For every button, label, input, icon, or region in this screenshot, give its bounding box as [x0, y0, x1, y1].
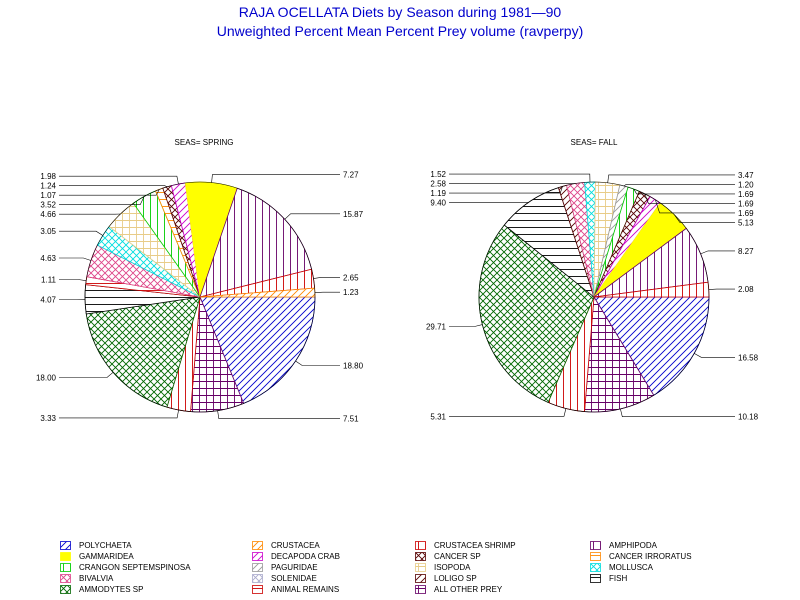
legend-swatch	[415, 574, 426, 583]
slice-value-label: 1.52	[430, 170, 446, 179]
slice-value-label: 2.08	[738, 285, 754, 294]
legend-label: ISOPODA	[434, 563, 471, 572]
legend-item-loligo-sp: LOLIGO SP	[415, 573, 477, 584]
slice-value-label: 7.51	[343, 415, 359, 424]
legend-label: GAMMARIDEA	[79, 552, 134, 561]
slice-value-label: 5.31	[430, 412, 446, 421]
legend-label: CRUSTACEA	[271, 541, 320, 550]
legend-label: PAGURIDAE	[271, 563, 318, 572]
legend-item-crustacea-shrimp: CRUSTACEA SHRIMP	[415, 540, 516, 551]
legend-swatch	[415, 585, 426, 594]
legend-swatch	[590, 574, 601, 583]
slice-value-label: 1.07	[40, 191, 56, 200]
slice-value-label: 1.11	[41, 276, 57, 285]
legend-item-ammodytes-sp: AMMODYTES SP	[60, 584, 143, 595]
slice-value-label: 8.27	[738, 247, 754, 256]
legend-item-gammaridea: GAMMARIDEA	[60, 551, 134, 562]
legend-label: DECAPODA CRAB	[271, 552, 340, 561]
slice-value-label: 18.00	[36, 374, 57, 383]
slice-value-label: 9.40	[430, 199, 446, 208]
slice-value-label: 3.52	[40, 201, 56, 210]
legend-swatch	[60, 541, 71, 550]
legend-label: AMMODYTES SP	[79, 585, 144, 594]
pie-title-spring: SEAS= SPRING	[174, 138, 234, 147]
slice-value-label: 18.80	[343, 362, 364, 371]
pie-seas-spring: 1.981.241.073.524.66 3.05 4.63 1.11 4.07 18.0…	[36, 171, 364, 424]
legend-swatch	[252, 585, 263, 594]
legend-swatch	[590, 552, 601, 561]
legend-item-crustacea: CRUSTACEA	[252, 540, 320, 551]
slice-value-label: 1.24	[40, 182, 56, 191]
legend-item-polychaeta: POLYCHAETA	[60, 540, 132, 551]
legend-swatch	[252, 541, 263, 550]
slice-value-label: 1.69	[738, 209, 754, 218]
slice-value-label: 2.58	[430, 180, 446, 189]
legend-label: BIVALVIA	[79, 574, 114, 583]
slice-value-label: 1.69	[738, 190, 754, 199]
legend-item-cancer-irroratus: CANCER IRRORATUS	[590, 551, 692, 562]
legend-item-all-other-prey: ALL OTHER PREY	[415, 584, 502, 595]
slice-value-label: 16.58	[738, 353, 759, 362]
slice-value-label: 1.20	[738, 180, 754, 189]
legend-swatch	[60, 552, 71, 561]
slice-value-label: 4.07	[40, 296, 56, 305]
legend-swatch	[60, 563, 71, 572]
slice-value-label: 5.13	[738, 218, 754, 227]
slice-value-label: 1.69	[738, 199, 754, 208]
slice-value-label: 3.33	[40, 414, 56, 423]
legend-label: CANCER SP	[434, 552, 481, 561]
legend-swatch	[252, 552, 263, 561]
legend-swatch	[590, 563, 601, 572]
slice-value-label: 1.23	[343, 288, 359, 297]
legend-item-decapoda-crab: DECAPODA CRAB	[252, 551, 340, 562]
slice-value-label: 1.19	[430, 189, 446, 198]
legend-label: ANIMAL REMAINS	[271, 585, 340, 594]
slice-value-label: 3.47	[738, 171, 754, 180]
slice-value-label: 3.05	[40, 227, 56, 236]
legend-swatch	[590, 541, 601, 550]
legend-item-crangon-septemspinosa: CRANGON SEPTEMSPINOSA	[60, 562, 191, 573]
legend-label: FISH	[609, 574, 628, 583]
legend-item-animal-remains: ANIMAL REMAINS	[252, 584, 339, 595]
legend-swatch	[60, 585, 71, 594]
legend-label: LOLIGO SP	[434, 574, 477, 583]
legend-item-amphipoda: AMPHIPODA	[590, 540, 657, 551]
slice-value-label: 10.18	[738, 413, 759, 422]
slice-value-label: 29.71	[426, 323, 447, 332]
legend-item-paguridae: PAGURIDAE	[252, 562, 318, 573]
legend-label: MOLLUSCA	[609, 563, 654, 572]
legend-label: ALL OTHER PREY	[434, 585, 503, 594]
slice-value-label: 4.63	[40, 254, 56, 263]
legend-swatch	[415, 541, 426, 550]
chart-title: RAJA OCELLATA Diets by Season during 198…	[238, 4, 562, 20]
legend-swatch	[60, 574, 71, 583]
slice-value-label: 7.27	[343, 171, 359, 180]
legend-item-bivalvia: BIVALVIA	[60, 573, 113, 584]
legend-item-isopoda: ISOPODA	[415, 562, 470, 573]
legend-item-solenidae: SOLENIDAE	[252, 573, 317, 584]
pie-title-fall: SEAS= FALL	[570, 138, 618, 147]
legend-label: CRUSTACEA SHRIMP	[434, 541, 516, 550]
legend-swatch	[252, 574, 263, 583]
legend-swatch	[415, 552, 426, 561]
pie-seas-fall: 1.522.581.199.4029.715.313.471.201.691.6…	[426, 170, 759, 422]
slice-value-label: 2.65	[343, 273, 359, 282]
legend-label: CRANGON SEPTEMSPINOSA	[79, 563, 191, 572]
legend-label: POLYCHAETA	[79, 541, 132, 550]
slice-value-label: 4.66	[40, 210, 56, 219]
legend-swatch	[415, 563, 426, 572]
legend-item-fish: FISH	[590, 573, 627, 584]
legend-label: AMPHIPODA	[609, 541, 658, 550]
legend-swatch	[252, 563, 263, 572]
legend-label: CANCER IRRORATUS	[609, 552, 692, 561]
legend-item-cancer-sp: CANCER SP	[415, 551, 481, 562]
slice-value-label: 15.87	[343, 210, 364, 219]
legend-item-mollusca: MOLLUSCA	[590, 562, 653, 573]
legend-label: SOLENIDAE	[271, 574, 317, 583]
chart-subtitle: Unweighted Percent Mean Percent Prey vol…	[216, 23, 584, 39]
slice-value-label: 1.98	[40, 172, 56, 181]
